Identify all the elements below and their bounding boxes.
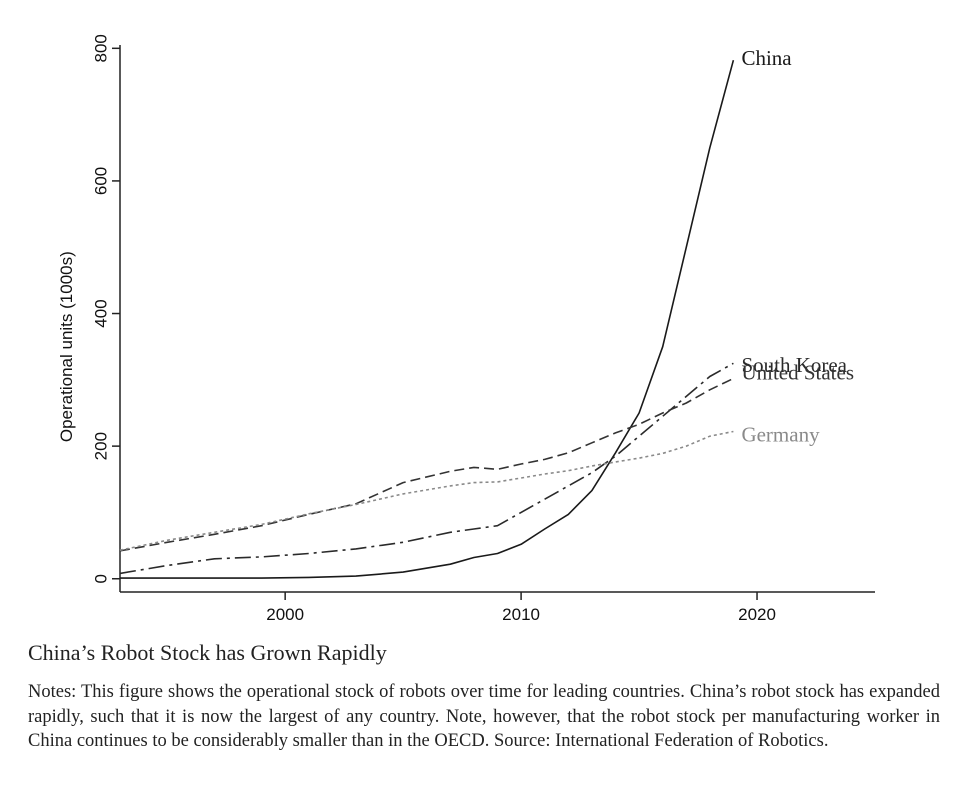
y-tick-label: 600 <box>91 167 110 195</box>
caption-title: China’s Robot Stock has Grown Rapidly <box>28 640 387 665</box>
chart-axes <box>119 45 875 593</box>
y-tick-label: 200 <box>91 432 110 460</box>
series-lines <box>119 59 735 579</box>
series-label-germany: Germany <box>741 422 820 446</box>
series-line-china <box>120 59 735 579</box>
y-tick-label: 0 <box>91 574 110 583</box>
series-label-united-states: United States <box>741 360 854 384</box>
series-line-germany <box>119 430 734 551</box>
x-tick-label: 2020 <box>738 605 776 624</box>
x-ticks: 2000 2010 2020 <box>266 592 776 624</box>
y-ticks: 0 200 400 600 800 <box>91 34 120 583</box>
series-line-south-korea <box>119 362 734 575</box>
series-line-united-states <box>119 377 734 552</box>
figure-caption: China’s Robot Stock has Grown Rapidly No… <box>20 640 940 754</box>
line-chart: 0 200 400 600 800 2000 2010 2020 China South Ko… <box>57 34 875 624</box>
series-label-china: China <box>741 46 792 70</box>
x-tick-label: 2010 <box>502 605 540 624</box>
caption-notes: Notes: This figure shows the operational… <box>28 682 940 751</box>
y-axis-title: Operational units (1000s) <box>57 251 76 442</box>
series-label-south-korea: South Korea <box>741 353 847 377</box>
y-tick-label: 800 <box>91 34 110 62</box>
x-tick-label: 2000 <box>266 605 304 624</box>
y-tick-label: 400 <box>91 299 110 327</box>
